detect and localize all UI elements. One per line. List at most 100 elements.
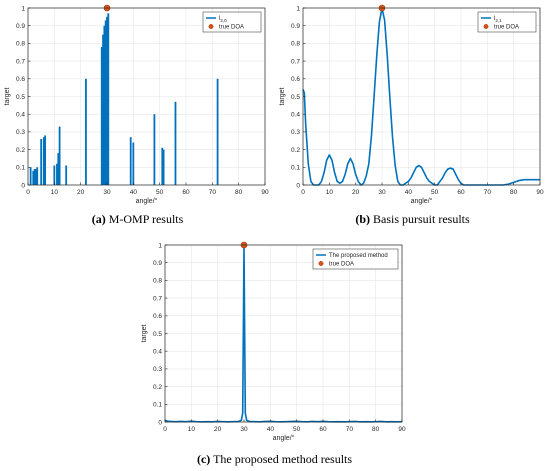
x-tick-label: 20 xyxy=(352,189,360,196)
bar-a-23 xyxy=(161,147,164,185)
y-tick-label: 0.1 xyxy=(16,165,25,172)
y-tick-label: 0.9 xyxy=(16,23,25,30)
x-tick-label: 0 xyxy=(26,189,30,196)
chart-b-svg: 0 10 20 30 40 50 60 70 80 90 0 0.1 0.2 0.3 0.4 0.5 0.6 0.… xyxy=(279,4,544,205)
legend-marker-swatch xyxy=(483,24,489,29)
x-tick-label: 30 xyxy=(240,426,248,433)
bar-a-24 xyxy=(162,149,165,185)
x-tick-label: 10 xyxy=(326,189,334,196)
legend-box-a xyxy=(202,11,262,33)
x-tick-label: 40 xyxy=(267,426,275,433)
bar-a-17 xyxy=(104,20,107,185)
legend-label-series: l2,0 xyxy=(219,16,227,23)
x-tick-label: 30 xyxy=(378,189,386,196)
y-tick-label: 0.5 xyxy=(16,94,25,101)
y-tick-label: 0.8 xyxy=(291,41,300,48)
y-tick-label: 0.4 xyxy=(291,112,300,119)
caption-b-letter: (b) xyxy=(355,212,370,226)
bar-a-21 xyxy=(132,142,135,185)
x-tick-label: 90 xyxy=(536,189,544,196)
legend-label-subscript: 2,1 xyxy=(495,18,502,23)
y-tick-label: 0.4 xyxy=(153,349,162,356)
bar-a-25 xyxy=(174,101,177,185)
x-tick-label: 20 xyxy=(77,189,85,196)
bar-a-26 xyxy=(216,78,219,185)
y-tick-label: 0.2 xyxy=(16,147,25,154)
y-axis-label: target xyxy=(4,87,11,105)
x-tick-label: 50 xyxy=(156,189,164,196)
bar-a-7 xyxy=(44,135,47,185)
y-tick-label: 0.8 xyxy=(16,41,25,48)
caption-c: (c) The proposed method results xyxy=(137,452,412,467)
legend-label-true-doa: true DOA xyxy=(329,262,354,268)
y-tick-label: 0 xyxy=(21,182,25,189)
x-tick-label: 60 xyxy=(319,426,327,433)
legend-marker-swatch xyxy=(208,24,214,29)
x-tick-label: 70 xyxy=(209,189,217,196)
x-tick-label: 70 xyxy=(346,426,354,433)
y-axis-label: target xyxy=(141,324,148,342)
caption-b-text: Basis pursuit results xyxy=(370,212,470,226)
bar-a-16 xyxy=(103,25,106,186)
y-tick-label: 0.2 xyxy=(153,384,162,391)
y-tick-label: 0.6 xyxy=(153,313,162,320)
y-tick-label: 0.5 xyxy=(291,94,300,101)
y-tick-label: 1 xyxy=(21,5,25,12)
y-tick-label: 0.3 xyxy=(153,366,162,373)
bar-a-9 xyxy=(56,163,58,185)
x-tick-label: 90 xyxy=(261,189,269,196)
y-tick-label: 0.5 xyxy=(153,331,162,338)
legend-box-c xyxy=(312,248,399,270)
legend-marker-swatch xyxy=(318,261,324,266)
chart-c-svg: 0 10 20 30 40 50 60 70 80 90 0 0.1 0.2 0.3 0.4 0.5 0.6 0.… xyxy=(141,241,406,442)
y-tick-label: 0 xyxy=(296,182,300,189)
y-tick-label: 0.9 xyxy=(291,23,300,30)
x-tick-label: 90 xyxy=(398,426,406,433)
x-tick-label: 60 xyxy=(457,189,465,196)
y-tick-label: 0.6 xyxy=(16,76,25,83)
x-tick-label: 80 xyxy=(510,189,518,196)
legend-label-subscript: 2,0 xyxy=(220,18,227,23)
y-axis-label: target xyxy=(279,87,286,105)
y-tick-label: 0.4 xyxy=(16,112,25,119)
caption-a-text: M-OMP results xyxy=(105,212,184,226)
y-tick-label: 0.7 xyxy=(16,58,25,65)
x-axis-label: angle/° xyxy=(273,434,295,442)
y-tick-label: 0.1 xyxy=(153,402,162,409)
bar-a-2 xyxy=(33,169,36,185)
x-tick-label: 20 xyxy=(214,426,222,433)
y-tick-label: 0.1 xyxy=(291,165,300,172)
x-tick-label: 70 xyxy=(484,189,492,196)
caption-a-letter: (a) xyxy=(91,212,106,226)
bar-a-12 xyxy=(65,165,68,185)
y-tick-label: 0.7 xyxy=(291,58,300,65)
x-tick-label: 0 xyxy=(163,426,167,433)
x-tick-label: 0 xyxy=(301,189,305,196)
y-tick-label: 0.7 xyxy=(153,295,162,302)
legend-label-true-doa: true DOA xyxy=(219,25,244,31)
x-tick-label: 30 xyxy=(103,189,111,196)
bar-a-5 xyxy=(40,138,43,185)
bar-a-6 xyxy=(42,137,45,185)
bar-a-22 xyxy=(153,114,156,185)
x-tick-label: 50 xyxy=(431,189,439,196)
y-tick-label: 0 xyxy=(158,419,162,426)
caption-b: (b) Basis pursuit results xyxy=(275,212,550,227)
chart-panel-c: 0 10 20 30 40 50 60 70 80 90 0 0.1 0.2 0.3 0.4 0.5 0.6 0.… xyxy=(137,237,412,447)
bar-a-8 xyxy=(53,165,56,185)
x-tick-label: 10 xyxy=(188,426,196,433)
y-tick-label: 0.9 xyxy=(153,260,162,267)
bar-a-3 xyxy=(35,169,37,185)
x-tick-label: 40 xyxy=(405,189,413,196)
chart-panel-b: 0 10 20 30 40 50 60 70 80 90 0 0.1 0.2 0.3 0.4 0.5 0.6 0.… xyxy=(275,0,550,210)
bar-a-18 xyxy=(106,16,108,185)
legend-label-series: l2,1 xyxy=(494,16,502,23)
y-tick-label: 0.3 xyxy=(291,129,300,136)
caption-c-letter: (c) xyxy=(196,452,211,466)
bar-a-11 xyxy=(58,126,61,185)
bar-a-0 xyxy=(29,167,32,185)
bar-a-1 xyxy=(32,170,35,185)
x-tick-label: 50 xyxy=(293,426,301,433)
bar-a-19 xyxy=(107,13,110,186)
legend-box-b xyxy=(477,11,537,33)
